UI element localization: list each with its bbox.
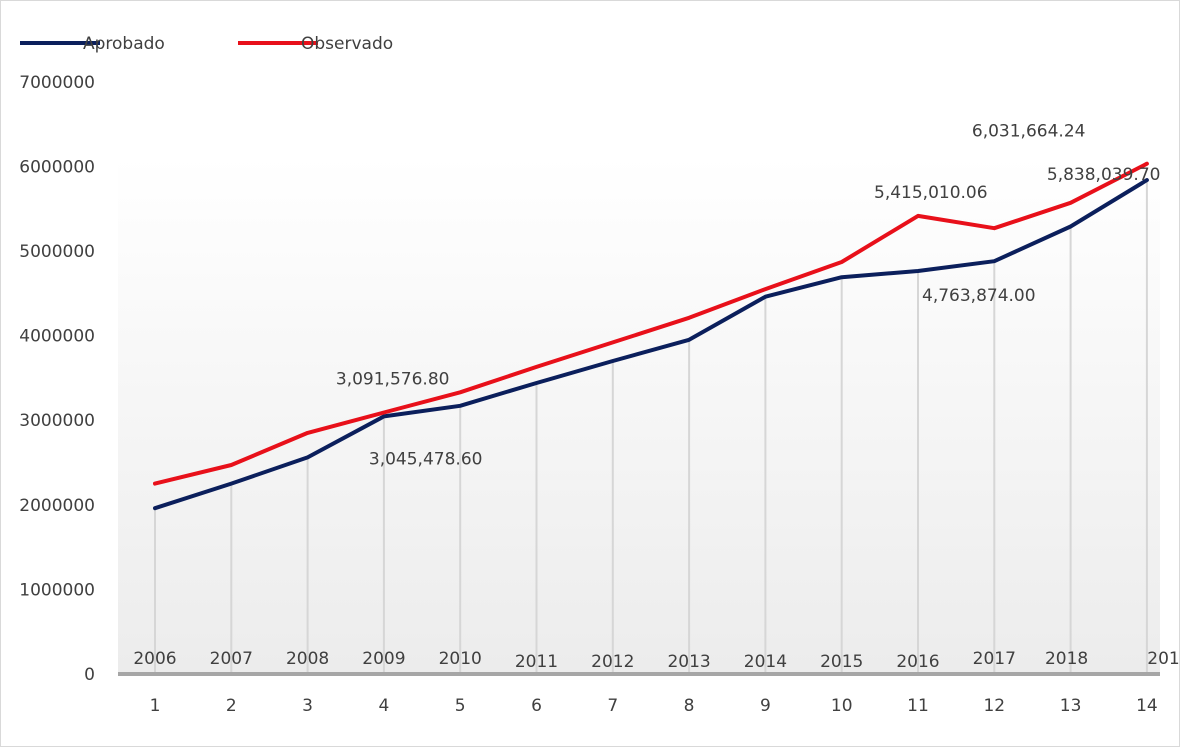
category-label: 2016: [896, 652, 939, 672]
series-line-aprobado: [153, 178, 1149, 511]
category-label: 2011: [515, 652, 558, 672]
data-label: 4,763,874.00: [922, 286, 1036, 306]
legend-label-observado: Observado: [301, 34, 393, 54]
category-label: 2015: [820, 652, 863, 672]
category-label: 2009: [362, 649, 405, 669]
legend-label-aprobado: Aprobado: [83, 34, 165, 54]
x-tick-label: 11: [907, 696, 929, 716]
category-label: 2012: [591, 652, 634, 672]
y-tick-label: 7000000: [19, 73, 95, 93]
x-tick-label: 6: [531, 696, 542, 716]
y-tick-label: 6000000: [19, 157, 95, 177]
data-label: 5,838,039.70: [1047, 165, 1161, 185]
y-tick-label: 2000000: [19, 496, 95, 516]
x-tick-label: 9: [760, 696, 771, 716]
category-label: 2007: [210, 649, 253, 669]
data-label: 6,031,664.24: [972, 122, 1086, 142]
category-label: 2008: [286, 649, 329, 669]
x-tick-label: 1: [150, 696, 161, 716]
x-tick-label: 14: [1136, 696, 1158, 716]
category-label: 2018: [1045, 649, 1088, 669]
data-label: 5,415,010.06: [874, 183, 988, 203]
category-label: 2017: [973, 649, 1016, 669]
x-tick-label: 8: [684, 696, 695, 716]
category-label: 2010: [439, 649, 482, 669]
y-tick-label: 4000000: [19, 327, 95, 347]
x-tick-label: 2: [226, 696, 237, 716]
x-tick-label: 3: [302, 696, 313, 716]
x-tick-label: 10: [831, 696, 853, 716]
x-tick-label: 5: [455, 696, 466, 716]
x-tick-label: 12: [983, 696, 1005, 716]
data-label: 3,045,478.60: [369, 449, 483, 469]
category-label: 2019: [1147, 649, 1180, 669]
plot-area: [118, 156, 1160, 674]
y-tick-label: 1000000: [19, 580, 95, 600]
y-tick-label: 5000000: [19, 242, 95, 262]
category-label: 2006: [133, 649, 176, 669]
x-tick-label: 13: [1060, 696, 1082, 716]
x-tick-label: 7: [607, 696, 618, 716]
y-tick-label: 3000000: [19, 411, 95, 431]
series-line-observado: [153, 161, 1149, 486]
x-tick-label: 4: [378, 696, 389, 716]
data-label: 3,091,576.80: [336, 369, 450, 389]
y-tick-label: 0: [84, 665, 95, 685]
category-label: 2014: [744, 652, 787, 672]
category-label: 2013: [667, 652, 710, 672]
